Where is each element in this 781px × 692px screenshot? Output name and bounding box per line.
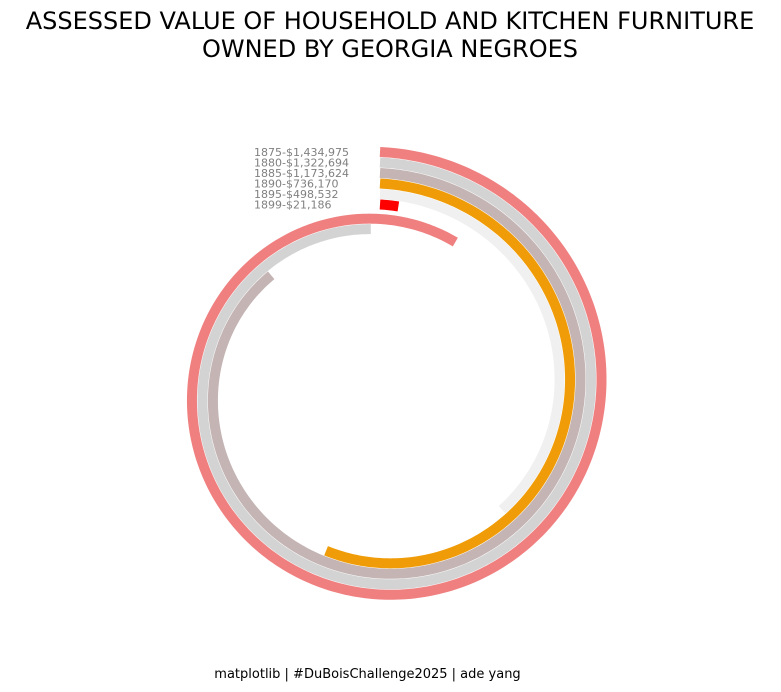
spiral-arc-1899 [379, 199, 400, 212]
chart-title-line-1: ASSESSED VALUE OF HOUSEHOLD AND KITCHEN … [26, 7, 755, 35]
spiral-arc-1880 [197, 157, 597, 590]
spiral-arc-1885 [207, 168, 586, 579]
spiral-arc-1895 [379, 189, 565, 514]
series-label-1880: 1880-$1,322,694 [254, 157, 349, 170]
series-label-1890: 1890-$736,170 [254, 178, 338, 191]
series-label-1899: 1899-$21,186 [254, 199, 331, 212]
chart-title-line-2: OWNED BY GEORGIA NEGROES [202, 35, 578, 63]
spiral-arcs [186, 147, 607, 600]
series-label-1885: 1885-$1,173,624 [254, 167, 349, 180]
series-labels: 1875-$1,434,9751880-$1,322,6941885-$1,17… [254, 146, 349, 212]
credit-line: matplotlib | #DuBoisChallenge2025 | ade … [214, 667, 521, 682]
series-label-1895: 1895-$498,532 [254, 188, 338, 201]
series-label-1875: 1875-$1,434,975 [254, 146, 349, 159]
spiral-arc-1890 [324, 178, 576, 569]
spiral-arc-1875 [186, 147, 607, 600]
